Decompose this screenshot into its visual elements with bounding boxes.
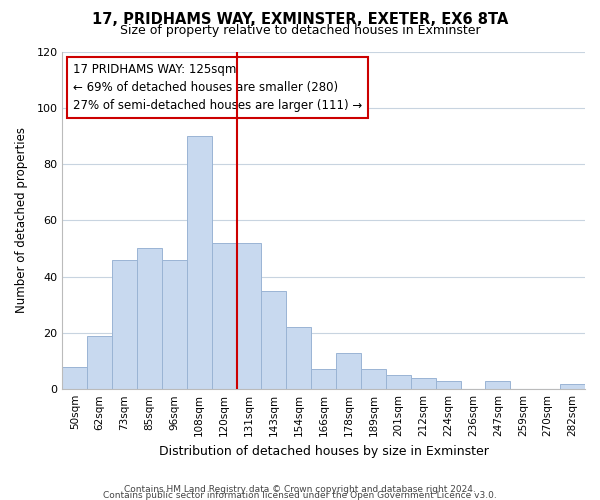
Text: Contains public sector information licensed under the Open Government Licence v3: Contains public sector information licen… xyxy=(103,490,497,500)
Bar xyxy=(386,375,411,389)
Bar xyxy=(560,384,585,389)
Y-axis label: Number of detached properties: Number of detached properties xyxy=(15,128,28,314)
Bar xyxy=(411,378,436,389)
Bar xyxy=(137,248,162,389)
Bar xyxy=(311,370,336,389)
Text: 17, PRIDHAMS WAY, EXMINSTER, EXETER, EX6 8TA: 17, PRIDHAMS WAY, EXMINSTER, EXETER, EX6… xyxy=(92,12,508,28)
Bar xyxy=(62,366,87,389)
Bar xyxy=(262,290,286,389)
Text: Size of property relative to detached houses in Exminster: Size of property relative to detached ho… xyxy=(119,24,481,37)
Bar xyxy=(212,243,236,389)
Bar xyxy=(286,328,311,389)
Text: 17 PRIDHAMS WAY: 125sqm
← 69% of detached houses are smaller (280)
27% of semi-d: 17 PRIDHAMS WAY: 125sqm ← 69% of detache… xyxy=(73,64,362,112)
Bar xyxy=(112,260,137,389)
Bar xyxy=(87,336,112,389)
Bar xyxy=(236,243,262,389)
Bar xyxy=(436,380,461,389)
Text: Contains HM Land Registry data © Crown copyright and database right 2024.: Contains HM Land Registry data © Crown c… xyxy=(124,484,476,494)
Bar xyxy=(485,380,511,389)
Bar xyxy=(336,352,361,389)
Bar xyxy=(162,260,187,389)
Bar xyxy=(361,370,386,389)
X-axis label: Distribution of detached houses by size in Exminster: Distribution of detached houses by size … xyxy=(159,444,488,458)
Bar xyxy=(187,136,212,389)
